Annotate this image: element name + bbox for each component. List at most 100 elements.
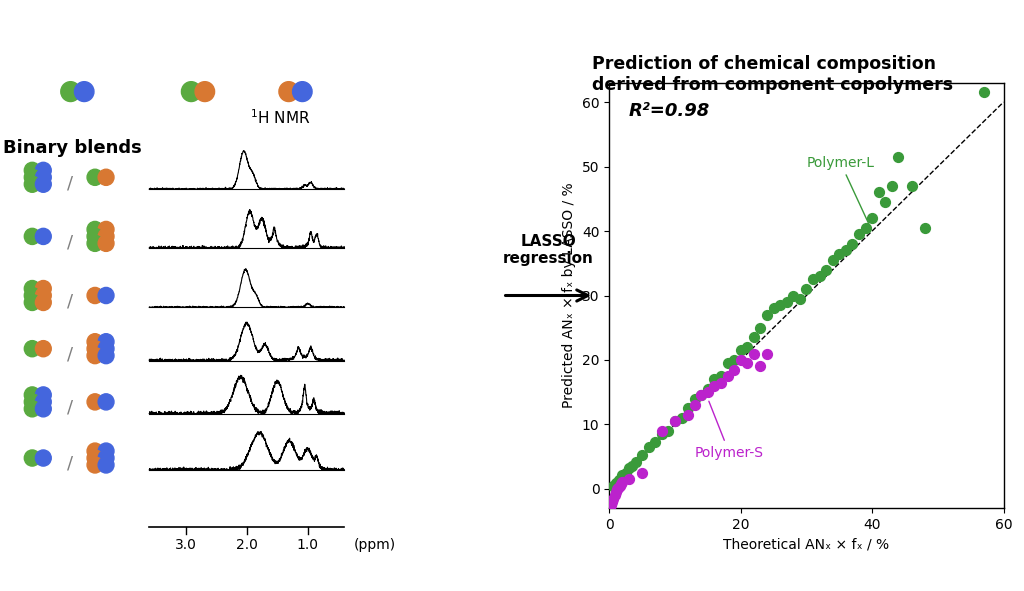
Text: $^{1}$H NMR: $^{1}$H NMR <box>250 108 310 127</box>
Point <box>726 355 742 365</box>
Ellipse shape <box>87 287 102 304</box>
Point <box>916 223 933 232</box>
Ellipse shape <box>98 228 114 245</box>
Point <box>693 391 710 400</box>
Ellipse shape <box>36 169 51 186</box>
Point <box>686 394 702 404</box>
Text: Binary blends: Binary blends <box>3 139 141 157</box>
Text: /: / <box>67 455 73 473</box>
Ellipse shape <box>98 222 114 238</box>
Ellipse shape <box>60 82 80 102</box>
Point <box>602 501 618 510</box>
Point <box>719 371 735 381</box>
Point <box>772 300 788 310</box>
Point <box>634 450 650 459</box>
Ellipse shape <box>279 82 298 102</box>
Point <box>614 478 631 487</box>
Text: /: / <box>67 174 73 192</box>
Ellipse shape <box>36 281 51 297</box>
Point <box>680 404 696 413</box>
Ellipse shape <box>98 450 114 466</box>
Point <box>785 291 802 300</box>
Ellipse shape <box>87 340 102 357</box>
Point <box>890 152 906 161</box>
Text: Polymer-S: Polymer-S <box>694 401 764 460</box>
Ellipse shape <box>87 228 102 245</box>
Ellipse shape <box>36 176 51 192</box>
Point <box>903 181 920 191</box>
Point <box>818 265 835 274</box>
Y-axis label: Predicted ANₓ × fₓ by LASSO / %: Predicted ANₓ × fₓ by LASSO / % <box>562 183 577 408</box>
Point <box>759 349 775 358</box>
Point <box>726 365 742 374</box>
Point <box>621 463 637 473</box>
Point <box>739 342 756 352</box>
Ellipse shape <box>98 169 114 186</box>
Ellipse shape <box>87 457 102 473</box>
Point <box>653 426 670 436</box>
Point <box>851 229 867 239</box>
Point <box>607 488 624 497</box>
Ellipse shape <box>98 443 114 459</box>
Point <box>617 468 634 478</box>
Text: 2.0: 2.0 <box>236 538 258 552</box>
Point <box>621 475 637 484</box>
Ellipse shape <box>87 394 102 410</box>
Point <box>799 284 815 294</box>
Ellipse shape <box>87 450 102 466</box>
Point <box>613 479 630 489</box>
Point <box>667 417 683 426</box>
Point <box>765 304 781 313</box>
Text: R²=0.98: R²=0.98 <box>629 102 711 120</box>
Point <box>660 426 677 436</box>
Ellipse shape <box>25 450 40 466</box>
Point <box>719 359 735 368</box>
Ellipse shape <box>25 401 40 417</box>
Point <box>831 249 848 258</box>
Ellipse shape <box>75 82 94 102</box>
Point <box>844 239 860 249</box>
Point <box>713 378 729 387</box>
Point <box>753 323 769 333</box>
Point <box>699 388 716 397</box>
Point <box>739 359 756 368</box>
Point <box>607 478 624 488</box>
Point <box>877 197 893 207</box>
Ellipse shape <box>98 340 114 357</box>
Point <box>792 294 808 303</box>
Point <box>745 333 762 342</box>
Point <box>707 381 723 391</box>
Ellipse shape <box>25 169 40 186</box>
Point <box>713 371 729 381</box>
Ellipse shape <box>293 82 312 102</box>
Ellipse shape <box>98 334 114 350</box>
Ellipse shape <box>36 163 51 178</box>
Point <box>667 417 683 426</box>
Ellipse shape <box>25 287 40 304</box>
Point <box>824 255 841 265</box>
Text: (ppm): (ppm) <box>353 538 395 552</box>
Point <box>609 484 626 493</box>
Ellipse shape <box>36 394 51 410</box>
Ellipse shape <box>87 334 102 350</box>
Ellipse shape <box>98 348 114 363</box>
Ellipse shape <box>87 169 102 186</box>
Ellipse shape <box>25 294 40 310</box>
Ellipse shape <box>25 387 40 403</box>
Point <box>614 470 631 479</box>
Point <box>732 346 749 355</box>
Ellipse shape <box>87 348 102 363</box>
Point <box>976 87 992 97</box>
Point <box>628 457 644 466</box>
Ellipse shape <box>25 176 40 192</box>
Ellipse shape <box>87 443 102 459</box>
Point <box>611 481 628 491</box>
Text: /: / <box>67 346 73 363</box>
Point <box>686 400 702 410</box>
Ellipse shape <box>25 281 40 297</box>
Ellipse shape <box>25 228 40 245</box>
Point <box>647 438 664 447</box>
Point <box>604 482 621 491</box>
Ellipse shape <box>36 401 51 417</box>
Point <box>745 349 762 358</box>
